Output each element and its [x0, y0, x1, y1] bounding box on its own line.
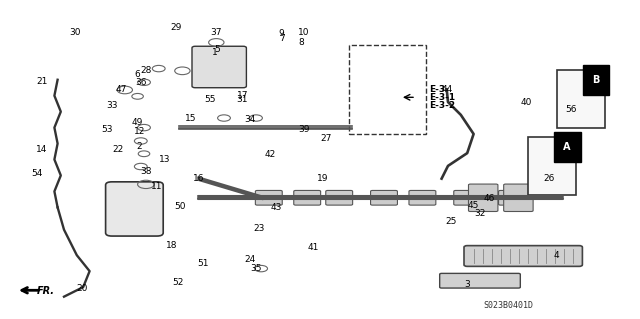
Text: 35: 35: [250, 264, 262, 273]
Text: 6: 6: [135, 70, 140, 79]
FancyBboxPatch shape: [499, 190, 525, 205]
Text: 33: 33: [106, 101, 118, 110]
Text: FR.: FR.: [37, 286, 55, 296]
Text: B: B: [592, 75, 600, 85]
Text: 11: 11: [151, 182, 163, 191]
Text: 19: 19: [317, 174, 329, 183]
Text: 28: 28: [140, 66, 152, 75]
Text: 30: 30: [70, 28, 81, 37]
Text: 42: 42: [264, 150, 276, 159]
Text: 38: 38: [140, 167, 152, 176]
Text: 56: 56: [565, 105, 577, 114]
FancyBboxPatch shape: [409, 190, 436, 205]
Text: 32: 32: [474, 209, 486, 218]
Text: 7: 7: [279, 34, 284, 43]
Text: 53: 53: [102, 125, 113, 134]
Text: 16: 16: [193, 174, 204, 183]
FancyBboxPatch shape: [468, 184, 498, 199]
Text: 3: 3: [465, 280, 470, 289]
Text: 8: 8: [298, 38, 303, 47]
Text: 52: 52: [172, 278, 184, 287]
Text: 50: 50: [175, 202, 186, 211]
FancyBboxPatch shape: [255, 190, 282, 205]
Text: 2: 2: [137, 142, 142, 151]
Text: 24: 24: [244, 256, 255, 264]
Text: 14: 14: [36, 145, 47, 154]
Text: 27: 27: [321, 134, 332, 143]
FancyBboxPatch shape: [294, 190, 321, 205]
Text: 39: 39: [298, 125, 310, 134]
Text: 36: 36: [135, 78, 147, 87]
Text: 1: 1: [212, 48, 217, 57]
Text: 43: 43: [271, 204, 282, 212]
Bar: [557, 70, 605, 128]
FancyBboxPatch shape: [504, 184, 533, 199]
Text: 26: 26: [543, 174, 555, 183]
FancyBboxPatch shape: [371, 190, 397, 205]
Text: 29: 29: [170, 23, 182, 32]
Text: 45: 45: [468, 201, 479, 210]
FancyBboxPatch shape: [504, 197, 533, 211]
Text: 4: 4: [554, 251, 559, 260]
Text: 12: 12: [134, 127, 145, 136]
Text: 51: 51: [198, 259, 209, 268]
Text: 46: 46: [484, 194, 495, 203]
Text: 17: 17: [237, 91, 249, 100]
Text: S023B0401D: S023B0401D: [483, 301, 533, 310]
FancyBboxPatch shape: [454, 190, 481, 205]
Bar: [349, 45, 426, 134]
Text: 21: 21: [36, 77, 47, 86]
Text: 9: 9: [279, 29, 284, 38]
Text: 23: 23: [253, 224, 265, 233]
Text: E-3: E-3: [429, 85, 445, 94]
Text: 54: 54: [31, 169, 43, 178]
Text: 48: 48: [561, 152, 572, 161]
Text: 40: 40: [520, 98, 532, 107]
Text: 22: 22: [113, 145, 124, 154]
Text: E-3-2: E-3-2: [429, 101, 455, 110]
Text: A: A: [563, 142, 571, 152]
Text: 13: 13: [159, 155, 171, 164]
Text: 44: 44: [441, 85, 452, 94]
Text: 41: 41: [308, 243, 319, 252]
FancyBboxPatch shape: [468, 197, 498, 211]
Text: 10: 10: [298, 28, 310, 37]
FancyBboxPatch shape: [106, 182, 163, 236]
Text: 47: 47: [116, 85, 127, 94]
Text: 49: 49: [132, 118, 143, 127]
Text: 15: 15: [185, 114, 196, 122]
Text: E-3-1: E-3-1: [429, 93, 455, 102]
Text: 34: 34: [244, 115, 255, 124]
Text: 20: 20: [76, 284, 88, 293]
Text: 5: 5: [215, 45, 220, 54]
Text: 37: 37: [211, 28, 222, 37]
Text: 18: 18: [166, 241, 177, 250]
FancyBboxPatch shape: [326, 190, 353, 205]
FancyBboxPatch shape: [192, 46, 246, 88]
Bar: [528, 137, 576, 195]
FancyBboxPatch shape: [440, 273, 520, 288]
FancyBboxPatch shape: [464, 246, 582, 266]
Text: 25: 25: [445, 217, 457, 226]
Text: 31: 31: [236, 95, 248, 104]
Text: 55: 55: [204, 95, 216, 104]
